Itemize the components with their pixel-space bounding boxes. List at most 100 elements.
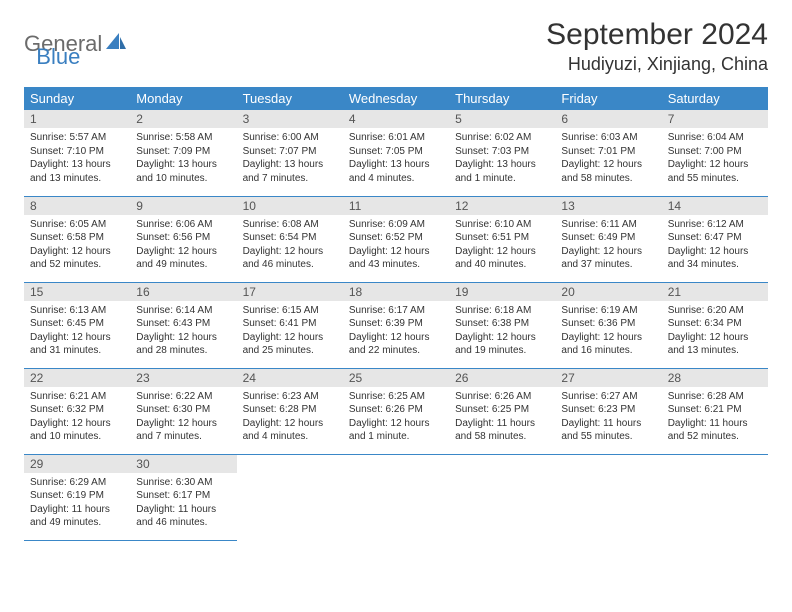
day-detail-line: and 52 minutes.: [668, 430, 762, 444]
logo: General Blue: [24, 18, 80, 70]
day-detail-line: Sunrise: 6:15 AM: [243, 304, 337, 318]
day-cell: 24Sunrise: 6:23 AMSunset: 6:28 PMDayligh…: [237, 368, 343, 454]
day-detail-line: Sunset: 6:58 PM: [30, 231, 124, 245]
day-number: 30: [130, 455, 236, 473]
day-detail-line: Daylight: 12 hours: [349, 245, 443, 259]
day-detail-line: Sunset: 6:17 PM: [136, 489, 230, 503]
day-details: Sunrise: 6:18 AMSunset: 6:38 PMDaylight:…: [449, 301, 555, 362]
day-detail-line: Sunrise: 6:17 AM: [349, 304, 443, 318]
day-detail-line: Daylight: 13 hours: [243, 158, 337, 172]
day-details: Sunrise: 6:21 AMSunset: 6:32 PMDaylight:…: [24, 387, 130, 448]
day-detail-line: Sunrise: 6:03 AM: [561, 131, 655, 145]
day-detail-line: Sunset: 6:28 PM: [243, 403, 337, 417]
day-number: 9: [130, 197, 236, 215]
day-detail-line: Sunset: 7:10 PM: [30, 145, 124, 159]
day-number: 17: [237, 283, 343, 301]
day-number: 4: [343, 110, 449, 128]
day-detail-line: Daylight: 12 hours: [455, 331, 549, 345]
empty-day-cell: [449, 454, 555, 540]
day-detail-line: and 55 minutes.: [668, 172, 762, 186]
day-detail-line: and 40 minutes.: [455, 258, 549, 272]
day-detail-line: Sunset: 6:34 PM: [668, 317, 762, 331]
day-details: Sunrise: 5:57 AMSunset: 7:10 PMDaylight:…: [24, 128, 130, 189]
day-header: Saturday: [662, 87, 768, 110]
day-detail-line: Sunrise: 6:13 AM: [30, 304, 124, 318]
day-header: Sunday: [24, 87, 130, 110]
calendar-week-row: 15Sunrise: 6:13 AMSunset: 6:45 PMDayligh…: [24, 282, 768, 368]
day-detail-line: Sunset: 6:41 PM: [243, 317, 337, 331]
day-detail-line: Sunset: 6:19 PM: [30, 489, 124, 503]
day-detail-line: Daylight: 13 hours: [136, 158, 230, 172]
day-details: Sunrise: 6:11 AMSunset: 6:49 PMDaylight:…: [555, 215, 661, 276]
day-number: 24: [237, 369, 343, 387]
day-details: Sunrise: 6:13 AMSunset: 6:45 PMDaylight:…: [24, 301, 130, 362]
day-number: 11: [343, 197, 449, 215]
day-detail-line: Sunset: 6:54 PM: [243, 231, 337, 245]
day-detail-line: Daylight: 12 hours: [561, 331, 655, 345]
day-details: Sunrise: 6:03 AMSunset: 7:01 PMDaylight:…: [555, 128, 661, 189]
day-detail-line: Sunrise: 6:06 AM: [136, 218, 230, 232]
day-header-row: SundayMondayTuesdayWednesdayThursdayFrid…: [24, 87, 768, 110]
day-detail-line: Sunrise: 6:10 AM: [455, 218, 549, 232]
day-detail-line: and 13 minutes.: [30, 172, 124, 186]
day-details: Sunrise: 6:09 AMSunset: 6:52 PMDaylight:…: [343, 215, 449, 276]
day-detail-line: Sunrise: 6:01 AM: [349, 131, 443, 145]
empty-day-cell: [662, 454, 768, 540]
day-detail-line: Daylight: 12 hours: [349, 417, 443, 431]
day-detail-line: Daylight: 13 hours: [455, 158, 549, 172]
day-detail-line: and 49 minutes.: [136, 258, 230, 272]
day-detail-line: Sunset: 7:05 PM: [349, 145, 443, 159]
day-detail-line: Sunset: 6:45 PM: [30, 317, 124, 331]
header: General Blue September 2024 Hudiyuzi, Xi…: [24, 18, 768, 75]
page-title: September 2024: [546, 18, 768, 52]
day-number: 6: [555, 110, 661, 128]
day-header: Wednesday: [343, 87, 449, 110]
day-details: Sunrise: 6:14 AMSunset: 6:43 PMDaylight:…: [130, 301, 236, 362]
day-cell: 23Sunrise: 6:22 AMSunset: 6:30 PMDayligh…: [130, 368, 236, 454]
day-details: Sunrise: 6:28 AMSunset: 6:21 PMDaylight:…: [662, 387, 768, 448]
day-detail-line: Sunrise: 6:19 AM: [561, 304, 655, 318]
day-header: Friday: [555, 87, 661, 110]
day-detail-line: Daylight: 12 hours: [243, 417, 337, 431]
day-number: 10: [237, 197, 343, 215]
day-detail-line: and 31 minutes.: [30, 344, 124, 358]
day-cell: 27Sunrise: 6:27 AMSunset: 6:23 PMDayligh…: [555, 368, 661, 454]
day-number: 14: [662, 197, 768, 215]
day-number: 19: [449, 283, 555, 301]
day-cell: 22Sunrise: 6:21 AMSunset: 6:32 PMDayligh…: [24, 368, 130, 454]
day-detail-line: Sunset: 6:49 PM: [561, 231, 655, 245]
day-number: 1: [24, 110, 130, 128]
day-details: Sunrise: 6:27 AMSunset: 6:23 PMDaylight:…: [555, 387, 661, 448]
day-detail-line: Sunset: 7:07 PM: [243, 145, 337, 159]
day-number: 2: [130, 110, 236, 128]
day-cell: 25Sunrise: 6:25 AMSunset: 6:26 PMDayligh…: [343, 368, 449, 454]
day-detail-line: and 58 minutes.: [455, 430, 549, 444]
day-detail-line: Sunrise: 6:11 AM: [561, 218, 655, 232]
calendar-week-row: 29Sunrise: 6:29 AMSunset: 6:19 PMDayligh…: [24, 454, 768, 540]
day-cell: 30Sunrise: 6:30 AMSunset: 6:17 PMDayligh…: [130, 454, 236, 540]
empty-day-cell: [343, 454, 449, 540]
day-details: Sunrise: 5:58 AMSunset: 7:09 PMDaylight:…: [130, 128, 236, 189]
day-detail-line: Daylight: 12 hours: [30, 331, 124, 345]
day-detail-line: Daylight: 12 hours: [30, 245, 124, 259]
calendar-table: SundayMondayTuesdayWednesdayThursdayFrid…: [24, 87, 768, 541]
day-cell: 12Sunrise: 6:10 AMSunset: 6:51 PMDayligh…: [449, 196, 555, 282]
day-details: Sunrise: 6:01 AMSunset: 7:05 PMDaylight:…: [343, 128, 449, 189]
day-header: Thursday: [449, 87, 555, 110]
day-cell: 19Sunrise: 6:18 AMSunset: 6:38 PMDayligh…: [449, 282, 555, 368]
day-detail-line: Daylight: 12 hours: [30, 417, 124, 431]
day-number: 26: [449, 369, 555, 387]
day-detail-line: Daylight: 11 hours: [30, 503, 124, 517]
day-detail-line: and 55 minutes.: [561, 430, 655, 444]
day-detail-line: Sunrise: 6:00 AM: [243, 131, 337, 145]
day-detail-line: Sunset: 6:38 PM: [455, 317, 549, 331]
day-detail-line: Daylight: 12 hours: [136, 245, 230, 259]
day-detail-line: Sunrise: 6:18 AM: [455, 304, 549, 318]
day-detail-line: Daylight: 11 hours: [561, 417, 655, 431]
day-number: 8: [24, 197, 130, 215]
day-cell: 10Sunrise: 6:08 AMSunset: 6:54 PMDayligh…: [237, 196, 343, 282]
day-cell: 11Sunrise: 6:09 AMSunset: 6:52 PMDayligh…: [343, 196, 449, 282]
day-cell: 15Sunrise: 6:13 AMSunset: 6:45 PMDayligh…: [24, 282, 130, 368]
day-details: Sunrise: 6:06 AMSunset: 6:56 PMDaylight:…: [130, 215, 236, 276]
day-detail-line: Daylight: 11 hours: [668, 417, 762, 431]
